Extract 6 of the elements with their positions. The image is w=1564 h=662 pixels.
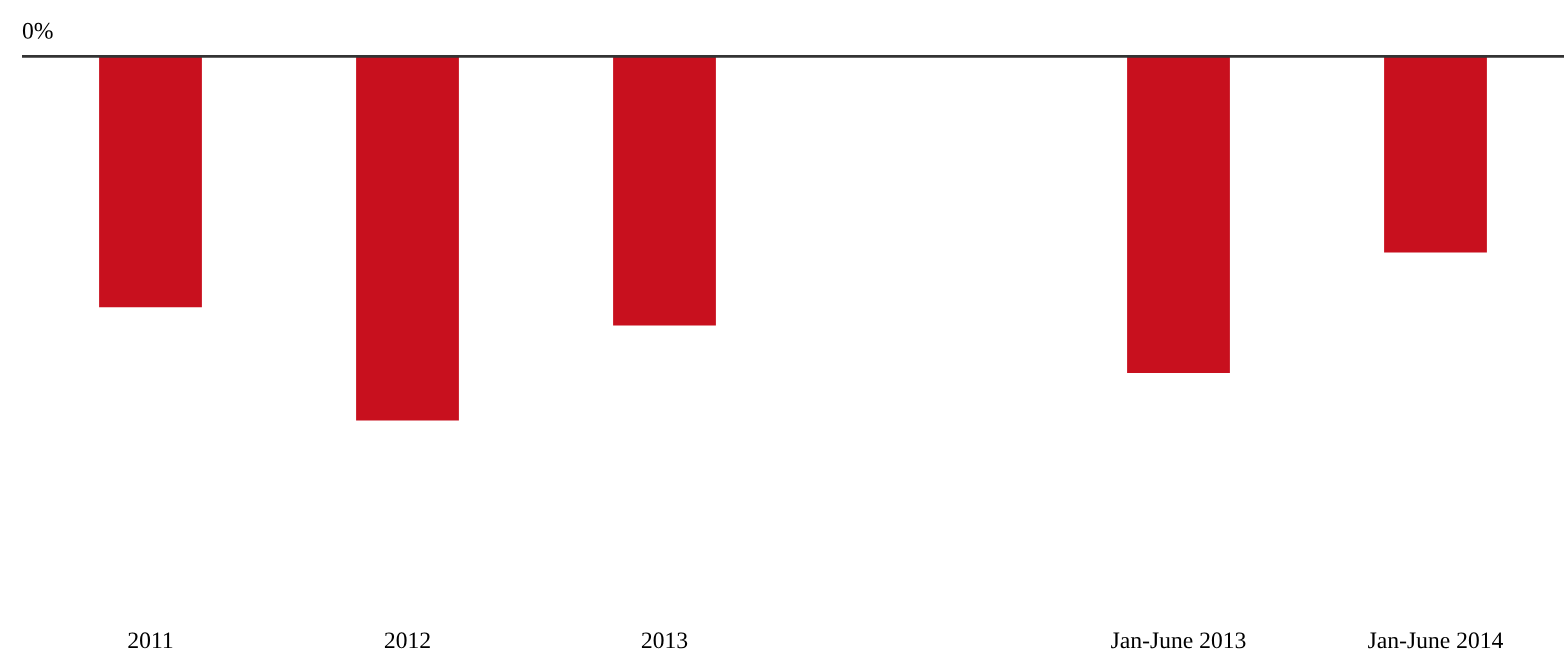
x-tick-label: 2012 [384,632,430,649]
text: 0% [22,22,53,39]
x-tick-label: 2013 [641,632,688,649]
x-tick-label: 2011 [128,632,173,649]
x-tick-label: Jan-June 2013 [1111,632,1246,649]
x-tick-label: Jan-June 2014 [1368,632,1503,649]
